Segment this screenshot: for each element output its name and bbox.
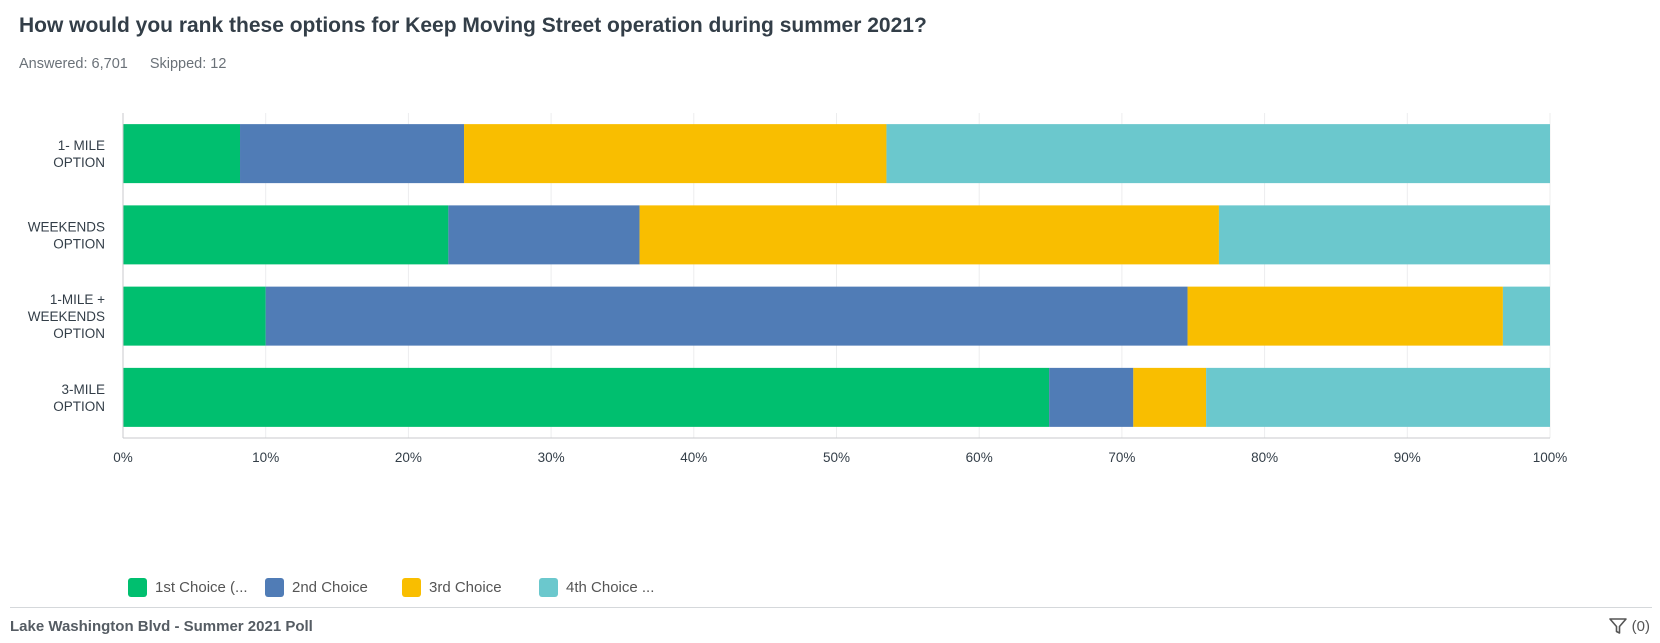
legend-label: 4th Choice ... <box>566 579 655 596</box>
answered-count: Answered: 6,701 <box>19 56 128 72</box>
survey-name: Lake Washington Blvd - Summer 2021 Poll <box>10 618 313 635</box>
bar-segment <box>1206 367 1550 427</box>
bar-segment <box>886 124 1550 184</box>
x-tick-label: 0% <box>113 450 133 465</box>
x-tick-label: 80% <box>1251 450 1278 465</box>
response-stats: Answered: 6,701 Skipped: 12 <box>19 56 226 72</box>
legend-label: 2nd Choice <box>292 579 368 596</box>
x-tick-label: 100% <box>1533 450 1568 465</box>
bar-segment <box>1502 286 1550 346</box>
bar-segment <box>1218 205 1550 265</box>
bar-segment <box>448 205 640 265</box>
x-tick-label: 10% <box>252 450 279 465</box>
legend-item[interactable]: 3rd Choice <box>402 578 539 597</box>
bar-segment <box>1133 367 1207 427</box>
legend-swatch <box>128 578 147 597</box>
filter-button[interactable]: (0) <box>1608 616 1650 636</box>
x-tick-label: 90% <box>1394 450 1421 465</box>
bar-segment <box>240 124 465 184</box>
chart-legend: 1st Choice (... 2nd Choice 3rd Choice 4th C… <box>128 578 676 597</box>
bar-segment <box>123 367 1050 427</box>
legend-item[interactable]: 4th Choice ... <box>539 578 676 597</box>
filter-icon <box>1608 618 1627 634</box>
category-label: WEEKENDS OPTION <box>28 219 105 251</box>
bar-segment <box>639 205 1219 265</box>
bar-segment <box>1187 286 1503 346</box>
x-tick-label: 40% <box>680 450 707 465</box>
legend-item[interactable]: 2nd Choice <box>265 578 402 597</box>
filter-count: (0) <box>1631 617 1650 635</box>
category-label: 3-MILE OPTION <box>53 382 105 414</box>
bar-segment <box>123 124 241 184</box>
x-tick-label: 70% <box>1108 450 1135 465</box>
x-tick-label: 50% <box>823 450 850 465</box>
question-title: How would you rank these options for Kee… <box>19 14 927 37</box>
skipped-count: Skipped: 12 <box>149 56 227 72</box>
bar-segment <box>464 124 887 184</box>
category-label: 1- MILE OPTION <box>53 138 105 170</box>
legend-label: 1st Choice (... <box>155 579 248 596</box>
bar-segment <box>265 286 1188 346</box>
category-label: 1-MILE + WEEKENDS OPTION <box>28 292 105 341</box>
footer-divider <box>10 607 1652 608</box>
x-tick-label: 20% <box>395 450 422 465</box>
bar-segment <box>123 205 449 265</box>
bar-segment <box>1049 367 1134 427</box>
legend-item[interactable]: 1st Choice (... <box>128 578 265 597</box>
x-tick-label: 60% <box>966 450 993 465</box>
legend-swatch <box>402 578 421 597</box>
x-tick-label: 30% <box>538 450 565 465</box>
stacked-bar-chart: 1- MILE OPTION WEEKENDS OPTION 1-MILE + WEEKE… <box>28 113 1568 465</box>
legend-swatch <box>265 578 284 597</box>
legend-swatch <box>539 578 558 597</box>
legend-label: 3rd Choice <box>429 579 502 596</box>
bar-segment <box>123 286 266 346</box>
